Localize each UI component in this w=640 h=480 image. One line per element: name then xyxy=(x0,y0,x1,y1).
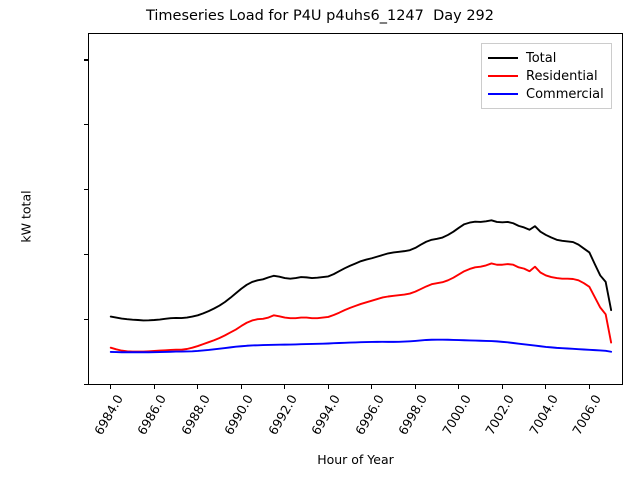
x-axis-tick-mark xyxy=(284,385,286,389)
series-line-commercial xyxy=(109,338,613,354)
x-axis-tick-mark xyxy=(197,385,199,389)
x-axis-tick-label: 6990.0 xyxy=(221,392,257,438)
chart-legend: Total Residential Commercial xyxy=(481,43,612,109)
x-axis-tick-label: 6986.0 xyxy=(134,392,170,438)
x-axis-tick-label: 7006.0 xyxy=(569,392,605,438)
x-axis-tick-mark xyxy=(458,385,460,389)
legend-swatch-total xyxy=(488,57,518,59)
x-axis-tick-label: 6994.0 xyxy=(308,392,344,438)
x-axis-tick-mark xyxy=(371,385,373,389)
x-axis-tick-mark xyxy=(414,385,416,389)
legend-item-commercial[interactable]: Commercial xyxy=(488,85,604,103)
legend-item-total[interactable]: Total xyxy=(488,49,604,67)
series-line-total xyxy=(109,219,613,322)
x-axis-label: Hour of Year xyxy=(317,452,394,467)
legend-label: Residential xyxy=(526,68,598,84)
x-axis-tick-mark xyxy=(240,385,242,389)
y-axis-tick-mark xyxy=(84,318,88,320)
x-axis-tick-label: 7004.0 xyxy=(525,392,561,438)
x-axis-tick-label: 6988.0 xyxy=(177,392,213,438)
chart-title: Timeseries Load for P4U p4uhs6_1247 Day … xyxy=(145,8,495,24)
legend-swatch-residential xyxy=(488,75,518,77)
y-axis-tick-mark xyxy=(84,189,88,191)
series-canvas xyxy=(109,219,613,354)
legend-swatch-commercial xyxy=(488,93,518,95)
y-axis-tick-mark xyxy=(84,383,88,385)
x-axis-tick-mark xyxy=(588,385,590,389)
x-axis-tick-mark xyxy=(153,385,155,389)
x-axis-tick-label: 7000.0 xyxy=(438,392,474,438)
y-axis-tick-mark xyxy=(84,124,88,126)
legend-label: Total xyxy=(526,50,557,66)
x-axis-tick-mark xyxy=(545,385,547,389)
x-axis-tick-label: 6998.0 xyxy=(395,392,431,438)
legend-item-residential[interactable]: Residential xyxy=(488,67,604,85)
y-axis-label: kW total xyxy=(18,190,34,243)
y-axis-tick-mark xyxy=(84,59,88,61)
legend-label: Commercial xyxy=(526,86,604,102)
series-line-residential xyxy=(109,262,613,353)
x-axis-tick-label: 6996.0 xyxy=(351,392,387,438)
x-axis-tick-label: 7002.0 xyxy=(482,392,518,438)
x-axis-tick-mark xyxy=(327,385,329,389)
x-axis-tick-mark xyxy=(501,385,503,389)
x-axis-tick-label: 6992.0 xyxy=(264,392,300,438)
x-axis-tick-label: 6984.0 xyxy=(90,392,126,438)
y-axis-tick-mark xyxy=(84,253,88,255)
x-axis-tick-mark xyxy=(110,385,112,389)
